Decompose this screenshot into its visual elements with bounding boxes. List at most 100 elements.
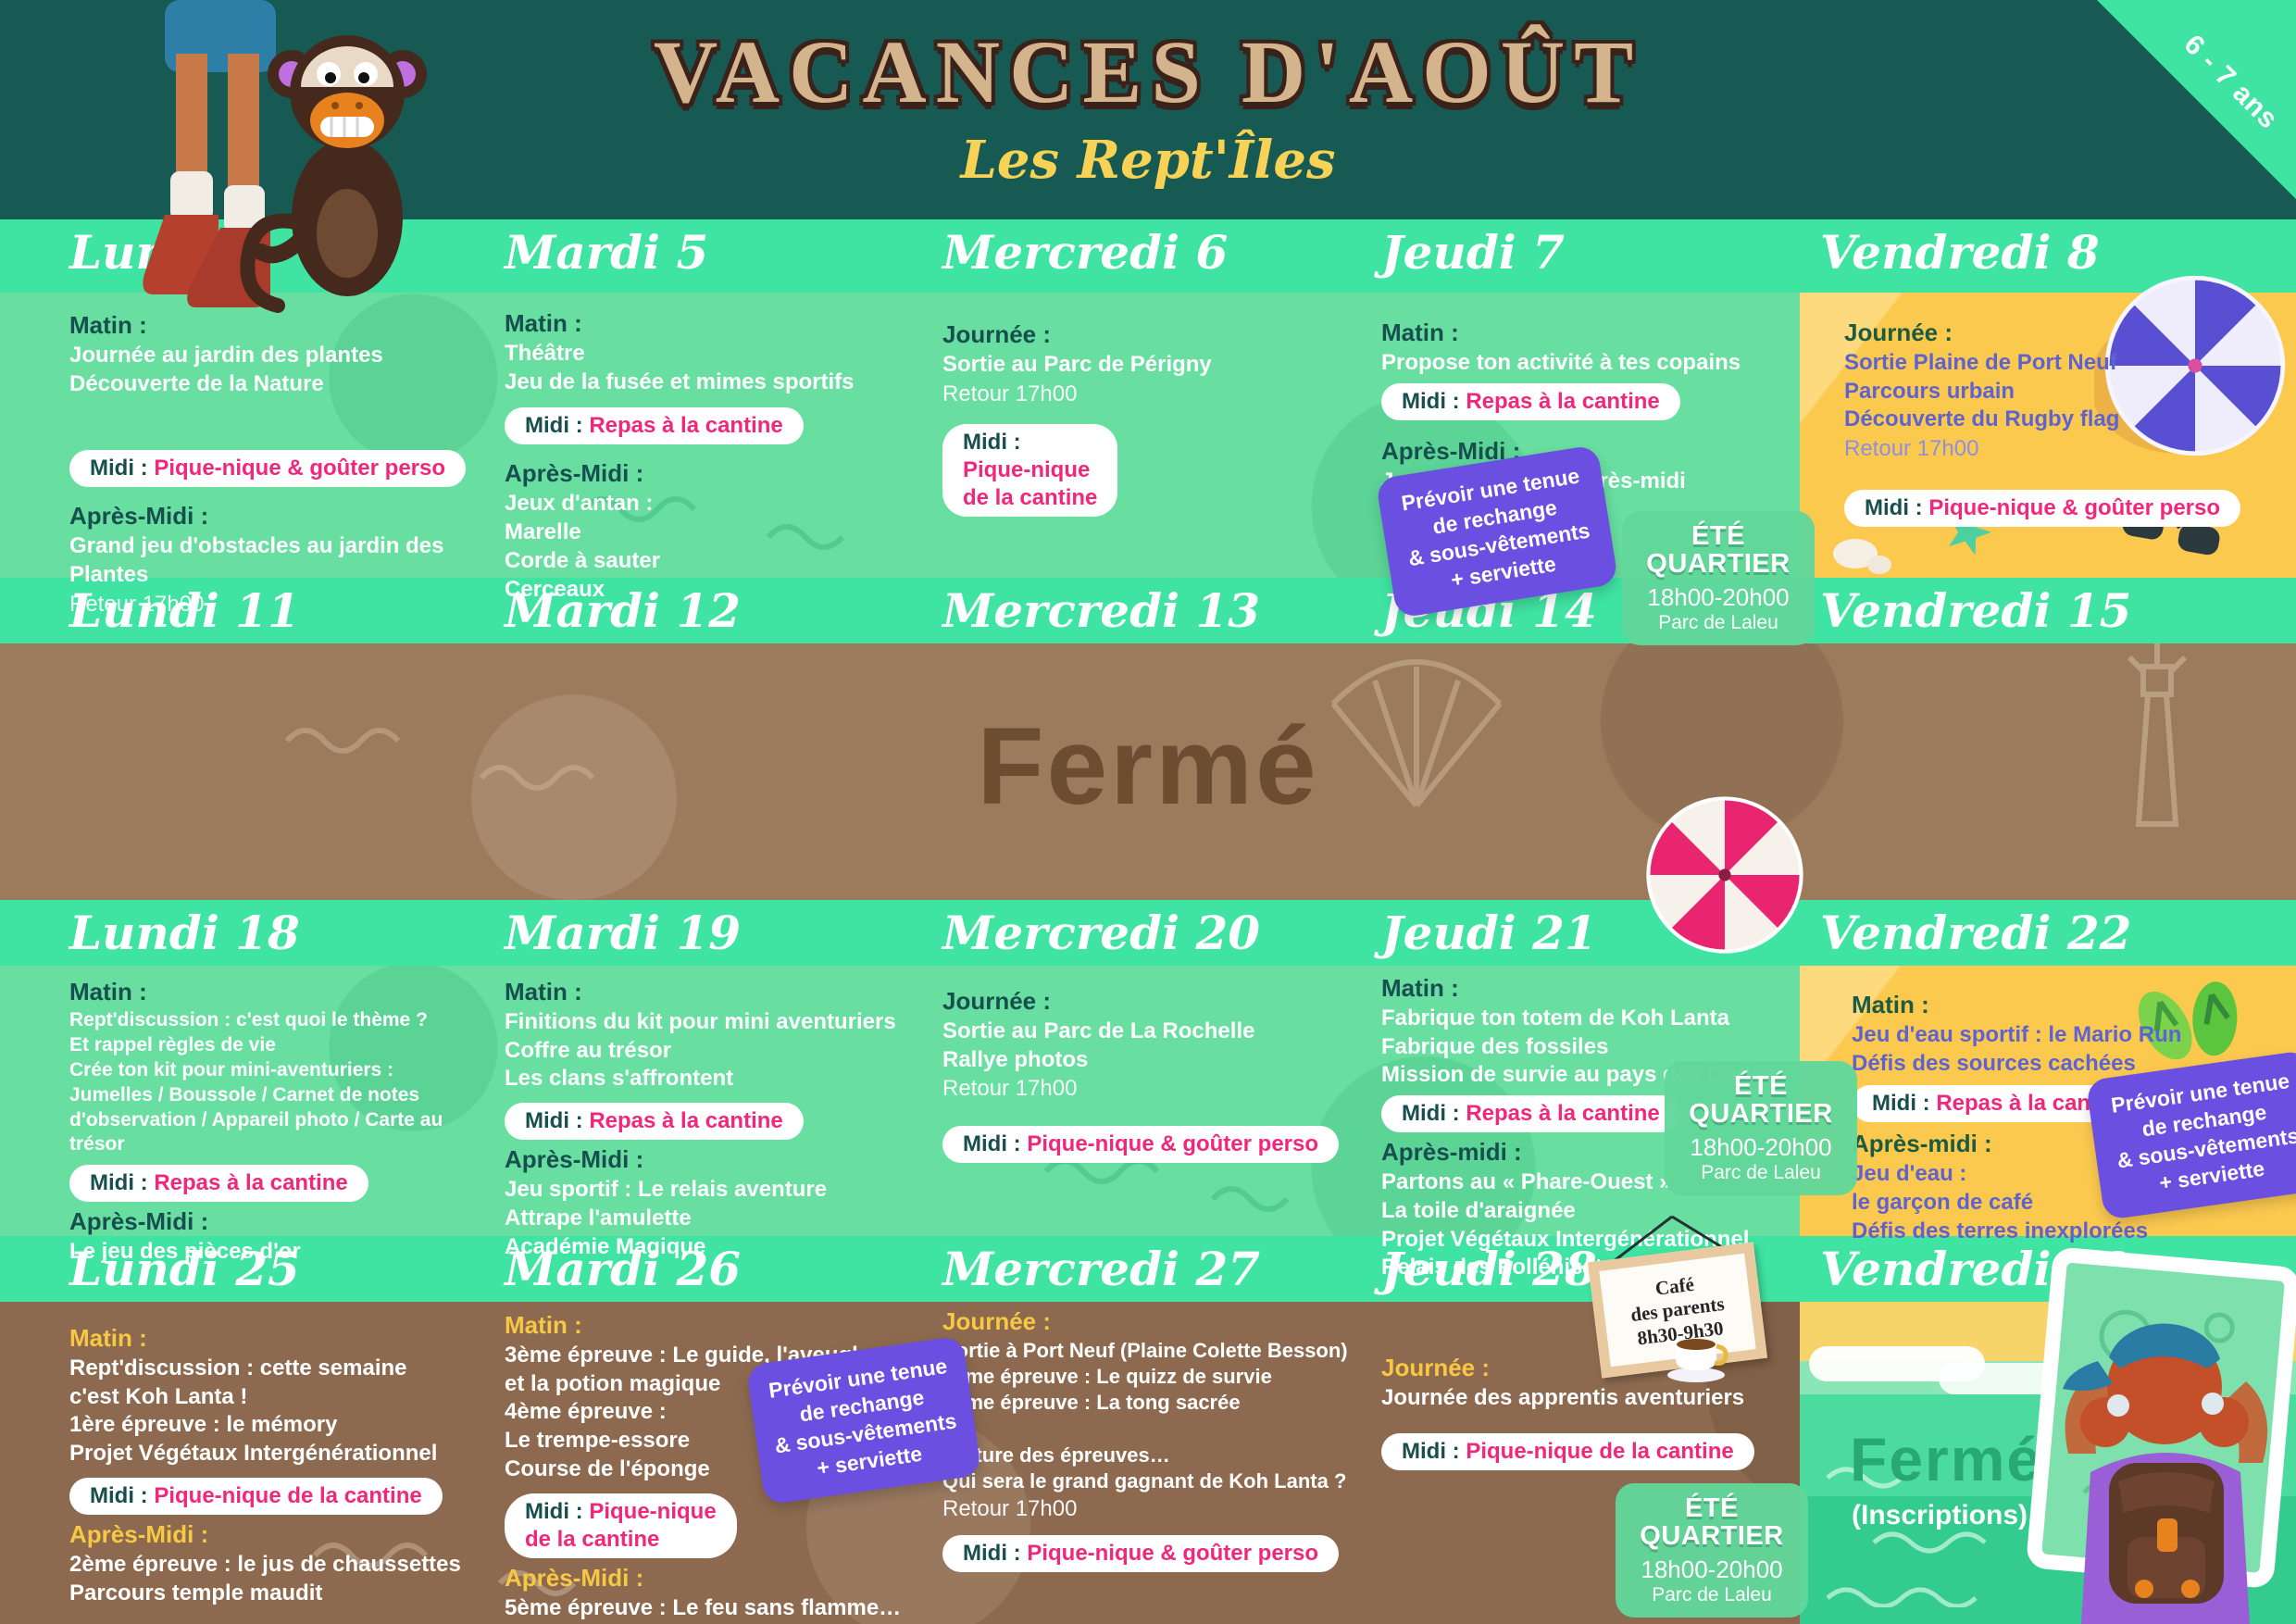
matin-label: Matin : xyxy=(69,1324,147,1352)
matin-text: 3ème épreuve : Le guide, l'aveugle et la… xyxy=(505,1343,870,1481)
midi-label: Midi : xyxy=(1402,1438,1460,1464)
cell-mardi-19: Matin : Finitions du kit pour mini avent… xyxy=(505,978,938,1261)
matin-label: Matin : xyxy=(1852,991,1929,1018)
midi-value: Pique-nique & goûter perso xyxy=(1027,1131,1319,1157)
matin-text: Propose ton activité à tes copains xyxy=(1381,350,1741,375)
journee-text: Sortie à Port Neuf (Plaine Colette Besso… xyxy=(942,1339,1348,1493)
pebbles-icon xyxy=(1833,539,1891,574)
ete-quartier-badge: ÉTÉ QUARTIER 18h00-20h00 Parc de Laleu xyxy=(1622,511,1815,645)
map-girl-illustration xyxy=(2027,1247,2296,1624)
retour-text: Retour 17h00 xyxy=(1844,436,1979,462)
apres-midi-text: 5ème épreuve : Le feu sans flamme… Atten… xyxy=(505,1594,902,1624)
flipflops-icon xyxy=(2138,981,2238,1060)
apres-midi-label: Après-midi : xyxy=(1381,1138,1522,1167)
cell-jeudi-28: Journée : Journée des apprentis aventuri… xyxy=(1381,1354,1815,1474)
midi-pill: Midi : Repas à la cantine xyxy=(69,1165,368,1203)
midi-label: Midi : xyxy=(1865,495,1923,521)
midi-pill: Midi : Pique-nique de la cantine xyxy=(942,423,1118,517)
day-label-lundi-11: Lundi 11 xyxy=(69,583,300,638)
retour-text: Retour 17h00 xyxy=(942,1076,1078,1102)
midi-pill: Midi : Pique-nique & goûter perso xyxy=(942,1534,1340,1572)
journee-label: Journée : xyxy=(942,320,1052,348)
ete-quartier-badge: ÉTÉ QUARTIER 18h00-20h00 Parc de Laleu xyxy=(1616,1483,1808,1618)
matin-text: Finitions du kit pour mini aventuriers C… xyxy=(505,1009,896,1092)
journee-text: Sortie au Parc de La Rochelle Rallye pho… xyxy=(942,1018,1255,1072)
matin-text: Rept'discussion : c'est quoi le thème ? … xyxy=(69,1009,443,1156)
cell-mercredi-27: Journée : Sortie à Port Neuf (Plaine Col… xyxy=(942,1307,1376,1576)
day-label-mercredi-20: Mercredi 20 xyxy=(942,906,1261,960)
apres-midi-label: Après-Midi : xyxy=(69,1519,209,1548)
apres-midi-label: Après-Midi : xyxy=(505,1563,644,1592)
ete-quartier-place: Parc de Laleu xyxy=(1652,1583,1772,1605)
matin-text: Rept'discussion : cette semaine c'est Ko… xyxy=(69,1355,438,1467)
midi-label: Midi : xyxy=(90,1170,148,1196)
midi-pill: Midi : Repas à la cantine xyxy=(505,1103,804,1141)
day-label-vendredi-22: Vendredi 22 xyxy=(1820,906,2132,960)
ete-quartier-place: Parc de Laleu xyxy=(1658,611,1778,633)
midi-value: Pique-nique de la cantine xyxy=(963,456,1098,510)
day-label-lundi-25: Lundi 25 xyxy=(69,1242,300,1296)
midi-pill: Midi : Pique-nique & goûter perso xyxy=(1844,490,2241,528)
apres-midi-label: Après-Midi : xyxy=(505,1145,644,1174)
apres-midi-text: 2ème épreuve : le jus de chaussettes Par… xyxy=(69,1551,461,1605)
midi-value: Pique-nique & goûter perso xyxy=(154,456,446,481)
apres-midi-text: Jeu sportif : Le relais aventure Attrape… xyxy=(505,1177,828,1259)
cell-mercredi-6: Journée : Sortie au Parc de Périgny Reto… xyxy=(942,320,1376,520)
matin-label: Matin : xyxy=(1381,319,1459,346)
matin-label: Matin : xyxy=(69,978,147,1006)
midi-label: Midi : xyxy=(525,1108,583,1134)
cell-mercredi-20: Journée : Sortie au Parc de La Rochelle … xyxy=(942,987,1376,1167)
day-label-mercredi-27: Mercredi 27 xyxy=(942,1242,1261,1296)
week3-day-band: Lundi 18 Mardi 19 Mercredi 20 Jeudi 21 V… xyxy=(0,900,2296,966)
cell-lundi-25: Matin : Rept'discussion : cette semaine … xyxy=(69,1324,503,1607)
midi-value: Pique-nique & goûter perso xyxy=(1928,495,2221,521)
week2-closed-row xyxy=(0,643,2296,900)
day-label-jeudi-7: Jeudi 7 xyxy=(1381,225,1565,280)
ete-quartier-title: ÉTÉ QUARTIER xyxy=(1646,521,1791,580)
ete-quartier-hours: 18h00-20h00 xyxy=(1641,1555,1783,1583)
day-label-mercredi-6: Mercredi 6 xyxy=(942,225,1229,280)
cell-lundi-18: Matin : Rept'discussion : c'est quoi le … xyxy=(69,978,503,1267)
cell-mardi-26: Matin : 3ème épreuve : Le guide, l'aveug… xyxy=(505,1311,938,1624)
retour-text: Retour 17h00 xyxy=(942,1495,1078,1521)
midi-label: Midi : xyxy=(525,1498,583,1524)
cell-jeudi-21: Matin : Fabrique ton totem de Koh Lanta … xyxy=(1381,974,1815,1282)
poster-subtitle: Les Rept'Îles xyxy=(960,130,1336,191)
day-label-vendredi-8: Vendredi 8 xyxy=(1820,225,2100,280)
journee-label: Journée : xyxy=(1381,1354,1491,1381)
starfish-icon xyxy=(1948,510,1991,556)
coffee-cup-icon xyxy=(1667,1339,1728,1382)
midi-value: Repas à la cantine xyxy=(589,1108,783,1134)
midi-label: Midi : xyxy=(525,413,583,439)
matin-text: Théâtre Jeu de la fusée et mimes sportif… xyxy=(505,341,855,394)
matin-label: Matin : xyxy=(505,309,582,337)
midi-pill: Midi : Repas à la cantine xyxy=(505,407,804,445)
day-label-jeudi-28: Jeudi 28 xyxy=(1381,1242,1597,1296)
ete-quartier-hours: 18h00-20h00 xyxy=(1690,1132,1832,1161)
midi-value: Repas à la cantine xyxy=(154,1170,348,1196)
midi-value: Pique-nique de la cantine xyxy=(1466,1438,1734,1464)
midi-pill: Midi : Repas à la cantine xyxy=(1381,382,1680,420)
kid-and-monkey-illustration xyxy=(143,0,427,313)
midi-label: Midi : xyxy=(90,456,148,481)
day-label-mardi-5: Mardi 5 xyxy=(505,225,709,280)
ete-quartier-place: Parc de Laleu xyxy=(1701,1161,1821,1183)
midi-pill: Midi : Pique-nique de la cantine xyxy=(69,1477,443,1515)
midi-pill: Midi : Pique-nique de la cantine xyxy=(505,1493,737,1558)
midi-pill: Midi : Repas à la cantine xyxy=(1381,1095,1680,1133)
day-label-mardi-19: Mardi 19 xyxy=(505,906,742,960)
day-label-mardi-26: Mardi 26 xyxy=(505,1242,742,1296)
pink-umbrella-icon xyxy=(1646,796,1803,954)
midi-label: Midi : xyxy=(963,1540,1021,1566)
midi-value: Repas à la cantine xyxy=(1466,388,1660,414)
cell-vendredi-8: Journée : Sortie Plaine de Port Neuf Par… xyxy=(1844,319,2289,531)
matin-label: Matin : xyxy=(505,1311,582,1339)
cell-lundi-4: Matin : Journée au jardin des plantes Dé… xyxy=(69,311,503,618)
midi-label: Midi : xyxy=(963,429,1021,455)
ete-quartier-badge: ÉTÉ QUARTIER 18h00-20h00 Parc de Laleu xyxy=(1665,1061,1857,1195)
matin-label: Matin : xyxy=(69,311,147,339)
ete-quartier-title: ÉTÉ QUARTIER xyxy=(1689,1071,1833,1130)
apres-midi-label: Après-midi : xyxy=(1852,1130,1992,1158)
apres-midi-text: Grand jeu d'obstacles au jardin des Plan… xyxy=(69,533,444,588)
